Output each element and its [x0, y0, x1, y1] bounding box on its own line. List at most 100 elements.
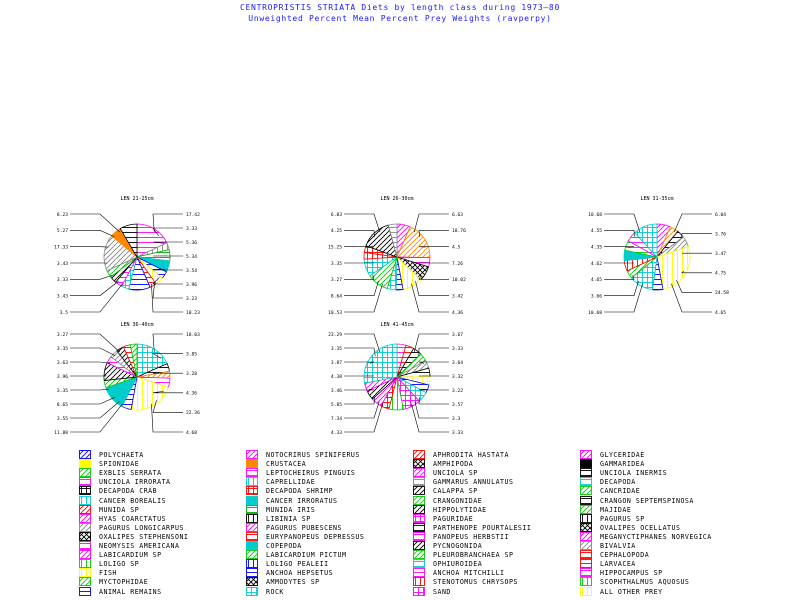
- pie-title: LEN 36-40cm: [120, 322, 153, 328]
- slice-label: 22.36: [186, 410, 200, 416]
- pie-title: LEN 41-45cm: [380, 322, 413, 328]
- leader-line: [418, 347, 449, 356]
- slice-label: 3.57: [452, 402, 463, 408]
- slice-label: 10.53: [328, 310, 342, 316]
- slice-label: 4.65: [591, 277, 602, 283]
- leader-line: [413, 213, 449, 233]
- pie-slice: [387, 223, 398, 258]
- slice-label: 4.62: [591, 261, 602, 267]
- leader-line: [411, 283, 449, 313]
- leader-line: [344, 347, 376, 356]
- pie-chart-2: LEN 26-30cm 6.03 4.25 15.25 3.35 3.27 8.64 10.5…: [328, 196, 466, 316]
- slice-label: 3.96: [57, 374, 68, 380]
- slice-label: 3.3: [452, 416, 461, 422]
- slice-label: 3.32: [452, 374, 463, 380]
- slice-label: 3.35: [57, 388, 68, 394]
- leader-line: [152, 227, 183, 236]
- slice-label: 3.63: [57, 360, 68, 366]
- pie-chart-3: LEN 31-35cm 10.68 4.55 4.35 4.62 4.65 3.66 10.6…: [588, 196, 729, 316]
- slice-label: 6.63: [452, 212, 463, 218]
- slice-label: 6.03: [331, 212, 342, 218]
- slice-label: 10.02: [452, 277, 466, 283]
- slice-label: 3.55: [57, 416, 68, 422]
- leader-line: [152, 400, 183, 413]
- leader-line: [415, 281, 449, 296]
- leader-line: [152, 281, 183, 299]
- leader-line: [70, 280, 119, 296]
- leader-line: [676, 280, 712, 293]
- pie-slice: [129, 343, 138, 378]
- leader-line: [152, 333, 183, 353]
- leader-line: [673, 213, 712, 233]
- leader-line: [344, 283, 383, 313]
- pie-slice: [396, 226, 431, 259]
- leader-line: [344, 403, 383, 433]
- slice-label: 8.64: [331, 293, 342, 299]
- slice-label: 3.47: [715, 251, 726, 257]
- chart-subtitle: Unweighted Percent Mean Percent Prey Wei…: [248, 13, 552, 23]
- slice-label: 3.35: [57, 346, 68, 352]
- slice-label: 3.33: [57, 277, 68, 283]
- pie-slice: [634, 223, 658, 259]
- pie-slice: [130, 376, 169, 411]
- slice-label: 3.46: [331, 388, 342, 394]
- leader-line: [418, 275, 449, 280]
- slice-label: 3.66: [591, 293, 602, 299]
- chart-header: CENTROPRISTIS STRIATA Diets by length cl…: [0, 3, 800, 24]
- leader-line: [344, 401, 380, 419]
- slice-label: 3.35: [331, 346, 342, 352]
- slice-label: 4.65: [715, 310, 726, 316]
- slice-label: 4.68: [186, 430, 197, 436]
- pie-title: LEN 21-25cm: [120, 196, 153, 202]
- leader-line: [344, 361, 375, 364]
- slice-label: 11.88: [54, 430, 68, 436]
- leader-line: [70, 397, 115, 405]
- leader-line: [70, 403, 123, 433]
- slice-label: 3.96: [186, 282, 197, 288]
- slice-label: 3.43: [57, 261, 68, 267]
- leader-line: [671, 283, 712, 313]
- slice-label: 18.76: [452, 228, 466, 234]
- leader-line: [70, 283, 123, 313]
- leader-line: [70, 274, 113, 280]
- leader-line: [344, 397, 375, 405]
- slice-label: 3.33: [452, 346, 463, 352]
- slice-label: 4.36: [452, 310, 463, 316]
- pie-chart-1: LEN 21-25cm 8.23 5.27 17.33 3.43 3.33 3.43 3.5 1…: [54, 196, 200, 316]
- slice-label: 3.33: [452, 430, 463, 436]
- leader-line: [151, 283, 183, 313]
- slice-label: 4.35: [591, 244, 602, 250]
- leader-line: [152, 277, 183, 285]
- leader-line: [418, 388, 449, 391]
- slice-label: 17.33: [54, 244, 68, 250]
- leader-line: [70, 401, 120, 419]
- leader-line: [151, 403, 183, 433]
- slice-label: 23.29: [328, 332, 342, 338]
- leader-line: [604, 213, 641, 233]
- leader-line: [70, 333, 120, 353]
- slice-label: 5.34: [186, 254, 197, 260]
- slice-label: 7.26: [452, 261, 463, 267]
- leader-line: [413, 333, 449, 353]
- pie-chart-4: LEN 36-40cm 3.27 3.35 3.63 3.96 3.35 8.65 3.55 1…: [54, 322, 200, 436]
- slice-label: 4.38: [331, 374, 342, 380]
- slice-label: 5.36: [186, 240, 197, 246]
- slice-label: 3.5: [60, 310, 69, 316]
- pie-title: LEN 31-35cm: [640, 196, 673, 202]
- leader-line: [418, 361, 449, 364]
- leader-line: [152, 241, 183, 244]
- slice-label: 10.68: [588, 310, 602, 316]
- leader-line: [344, 230, 375, 237]
- slice-label: 3.23: [186, 296, 197, 302]
- slice-label: 4.75: [715, 271, 726, 277]
- slice-label: 3.87: [331, 360, 342, 366]
- slice-label: 3.28: [186, 371, 197, 377]
- leader-line: [70, 347, 116, 357]
- leader-line: [604, 275, 635, 280]
- leader-line: [604, 283, 643, 313]
- slice-label: 5.27: [57, 228, 68, 234]
- slice-label: 3.42: [452, 293, 463, 299]
- slice-label: 8.23: [57, 212, 68, 218]
- slice-label: 17.42: [186, 212, 200, 218]
